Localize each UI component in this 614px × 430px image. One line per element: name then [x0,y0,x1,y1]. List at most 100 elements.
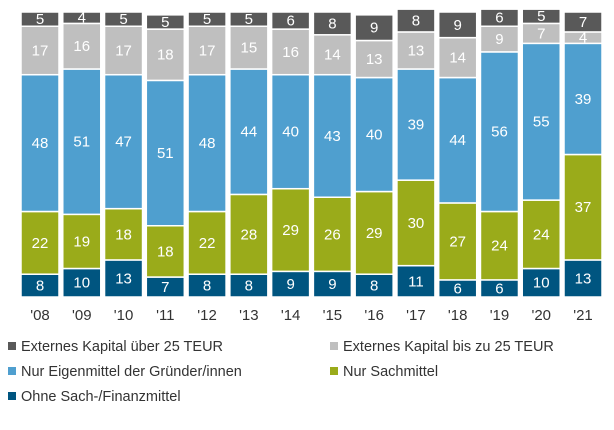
bar-segment [145,79,186,227]
value-label: 28 [241,226,258,243]
bar-segment [103,259,144,298]
value-label: 29 [366,225,383,242]
value-label: 48 [199,135,216,152]
value-label: 44 [241,124,258,141]
value-label: 5 [203,11,211,28]
x-tick-label: '19 [490,307,510,324]
legend-label: Externes Kapital über 25 TEUR [21,339,223,355]
value-label: 14 [449,50,466,67]
value-label: 48 [32,135,49,152]
x-tick-label: '18 [448,307,468,324]
bar-segment [187,25,227,76]
x-tick-label: '17 [406,307,426,324]
value-label: 8 [328,15,336,32]
value-label: 51 [157,145,174,162]
value-label: 17 [115,42,132,59]
bar-segment [20,210,60,275]
value-label: 8 [412,13,420,30]
value-label: 7 [579,14,587,31]
value-label: 22 [199,235,216,252]
bar-segment [20,11,60,27]
value-label: 11 [408,273,424,290]
x-tick-label: '11 [156,307,174,324]
bar-segment [563,42,603,156]
bar-segment [437,76,478,204]
value-label: 40 [366,127,383,144]
value-label: 16 [282,44,299,61]
x-tick-label: '10 [114,307,134,324]
value-label: 8 [203,278,211,295]
value-label: 40 [282,124,299,141]
bar-segment [479,51,520,213]
value-label: 18 [157,243,174,260]
bar-segment [396,8,436,33]
bar-segment [354,76,394,193]
bar-segment [145,225,186,278]
bar-segment [312,73,353,198]
value-label: 13 [115,270,132,287]
x-tick-label: '21 [573,307,593,324]
value-label: 13 [366,51,383,68]
value-label: 30 [408,215,425,232]
value-label: 6 [454,280,462,297]
bar-segment [20,25,60,76]
value-label: 10 [533,275,550,292]
bar-segment [521,199,561,270]
bar-segment [312,270,353,298]
bar-segment [270,28,311,76]
value-label: 5 [245,11,253,28]
legend-swatch [330,342,338,350]
bar-segment [229,11,269,27]
value-label: 8 [370,278,378,295]
legend-swatch [8,367,16,375]
bar-segment [103,11,144,27]
value-label: 9 [328,276,336,293]
value-label: 13 [575,270,592,287]
bar-segment [312,196,353,273]
value-label: 18 [157,47,174,64]
value-label: 55 [533,114,550,131]
value-label: 44 [449,132,466,149]
value-label: 5 [161,14,169,31]
value-label: 15 [241,40,258,57]
bar-segment [62,68,102,216]
value-label: 4 [579,30,587,47]
value-label: 8 [245,278,253,295]
x-tick-label: '12 [197,307,217,324]
value-label: 6 [495,10,503,27]
bar-segment [62,11,102,25]
value-label: 22 [32,235,49,252]
bar-segment [437,11,478,39]
x-tick-label: '08 [30,307,50,324]
value-label: 18 [115,226,132,243]
x-tick-label: '13 [239,307,259,324]
bar-segment [187,11,227,27]
x-tick-label: '16 [364,307,384,324]
bar-segment [563,153,603,261]
legend-swatch [330,367,338,375]
value-label: 24 [533,226,550,243]
bar-segment [145,28,186,82]
value-label: 4 [78,10,86,27]
value-label: 43 [324,128,341,145]
x-tick-label: '14 [281,307,301,324]
bar-segment [479,210,520,281]
bar-segment [312,11,353,36]
bar-segment [354,190,394,275]
value-label: 27 [449,233,466,250]
value-label: 24 [491,238,508,255]
value-label: 6 [286,13,294,30]
value-label: 14 [324,47,341,64]
x-tick-label: '09 [72,307,92,324]
legend-swatch [8,392,16,400]
value-label: 56 [491,124,508,141]
bar-segment [145,14,186,30]
value-label: 29 [282,222,299,239]
bar-segment [62,213,102,270]
value-label: 17 [199,42,216,59]
legend-label: Nur Eigenmittel der Gründer/innen [21,364,242,380]
value-label: 7 [161,279,169,296]
bar-segment [354,39,394,79]
bar-segment [103,207,144,261]
